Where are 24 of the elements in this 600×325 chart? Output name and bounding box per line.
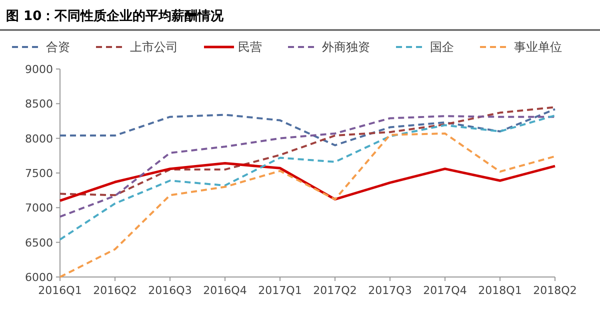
x-tick-label: 2018Q2: [533, 284, 577, 297]
legend-label: 合资: [46, 40, 70, 54]
y-tick-label: 7500: [25, 167, 53, 180]
x-tick-label: 2017Q1: [258, 284, 302, 297]
x-tick-label: 2016Q4: [203, 284, 247, 297]
x-tick-label: 2016Q3: [148, 284, 192, 297]
legend-label: 民营: [238, 40, 262, 54]
legend-label: 外商独资: [322, 40, 370, 54]
x-tick-label: 2017Q4: [423, 284, 467, 297]
legend-label: 事业单位: [514, 40, 562, 54]
x-tick-label: 2018Q1: [478, 284, 522, 297]
x-tick-label: 2017Q2: [313, 284, 357, 297]
y-tick-label: 6500: [25, 236, 53, 250]
y-tick-label: 8500: [25, 98, 53, 111]
y-tick-label: 6000: [25, 271, 53, 284]
legend-label: 国企: [430, 40, 454, 54]
x-tick-label: 2016Q2: [93, 284, 137, 297]
title: 图 10：不同性质企业的平均薪酬情况: [6, 9, 224, 24]
x-tick-label: 2016Q1: [38, 284, 82, 297]
legend-label: 上市公司: [130, 40, 178, 54]
x-tick-label: 2017Q3: [368, 284, 412, 297]
y-tick-label: 9000: [25, 63, 53, 76]
y-tick-label: 7000: [25, 202, 53, 215]
y-tick-label: 8000: [25, 132, 53, 146]
